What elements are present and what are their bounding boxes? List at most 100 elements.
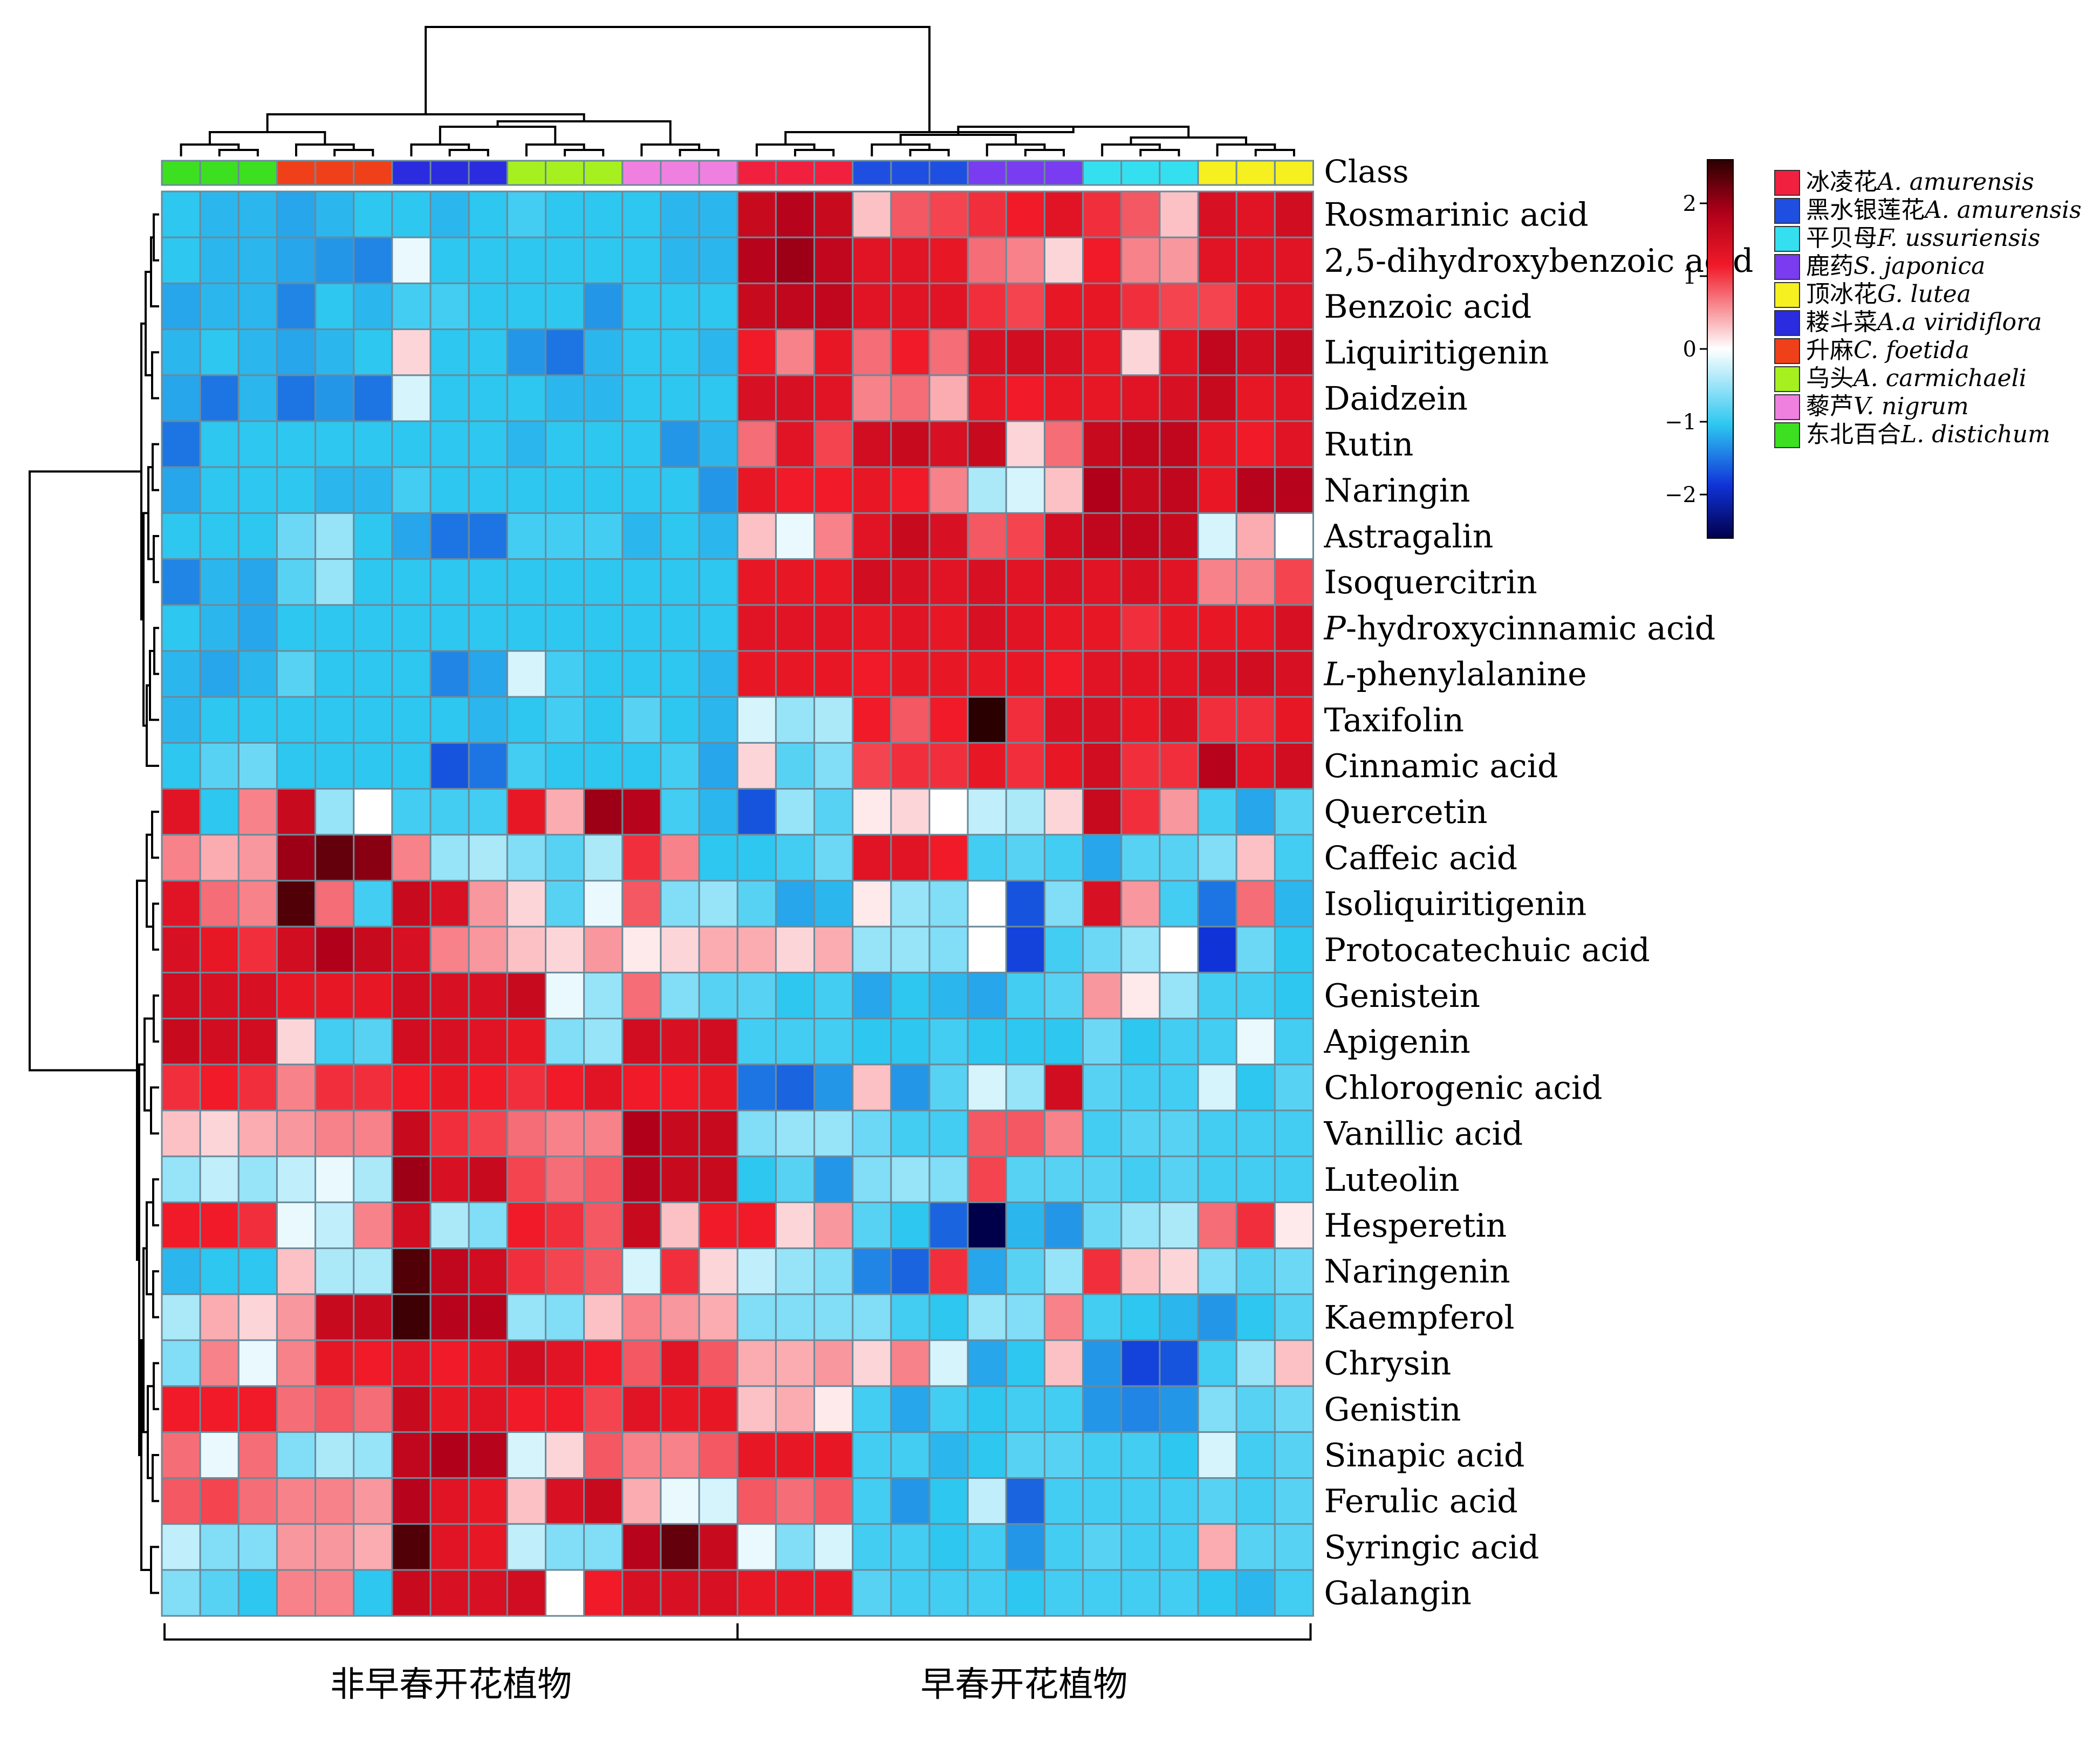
heatmap-cell <box>583 1201 624 1250</box>
heatmap-cell <box>1005 420 1045 468</box>
heatmap-cell <box>429 1247 470 1295</box>
heatmap-cell <box>1197 1339 1237 1387</box>
row-label: Isoliquiritigenin <box>1324 886 1587 923</box>
heatmap-cell <box>391 1018 432 1066</box>
class-cell <box>545 160 585 186</box>
heatmap-cell <box>1235 788 1276 836</box>
heatmap-cell <box>1005 1431 1045 1479</box>
heatmap-cell <box>1197 236 1237 284</box>
heatmap-cell <box>660 1569 700 1617</box>
heatmap-cell <box>1197 466 1237 514</box>
heatmap-cell <box>1274 1018 1315 1066</box>
heatmap-cell <box>736 1018 777 1066</box>
heatmap-cell <box>775 788 816 836</box>
class-cell <box>1043 160 1084 186</box>
heatmap-cell <box>775 1477 816 1525</box>
colorbar-tick-label: 1 <box>1683 264 1697 289</box>
heatmap-cell <box>660 880 700 928</box>
heatmap-cell <box>237 1018 278 1066</box>
heatmap-cell <box>199 374 240 422</box>
heatmap-cell <box>621 1018 662 1066</box>
heatmap-cell <box>890 1293 931 1341</box>
heatmap-cell <box>1120 1293 1161 1341</box>
heatmap-cell <box>660 1064 700 1112</box>
heatmap-cell <box>852 466 892 514</box>
heatmap-cell <box>506 512 546 560</box>
heatmap-cell <box>1005 1109 1045 1157</box>
class-cell <box>698 160 738 186</box>
heatmap-cell <box>698 604 738 652</box>
heatmap-cell <box>276 374 317 422</box>
colorbar-tick-label: −1 <box>1665 410 1697 435</box>
heatmap-cell <box>506 834 546 882</box>
heatmap-cell <box>199 512 240 560</box>
dendrogram-branch <box>152 1270 159 1319</box>
heatmap-cell <box>621 788 662 836</box>
heatmap-cell <box>1274 512 1315 560</box>
heatmap-cell <box>621 1523 662 1571</box>
heatmap-cell <box>698 466 738 514</box>
heatmap-cell <box>468 420 508 468</box>
heatmap-cell <box>391 971 432 1020</box>
heatmap-cell <box>1274 650 1315 698</box>
heatmap-cell <box>237 1385 278 1433</box>
class-cell <box>429 160 470 186</box>
heatmap-cell <box>1120 1155 1161 1203</box>
heatmap-cell <box>852 1247 892 1295</box>
class-cell <box>660 160 700 186</box>
heatmap-cell <box>237 420 278 468</box>
heatmap-cell <box>698 1339 738 1387</box>
heatmap-cell <box>1159 466 1199 514</box>
heatmap-cell <box>1043 742 1084 790</box>
heatmap-cell <box>545 1201 585 1250</box>
heatmap-cell <box>852 328 892 376</box>
heatmap-cell <box>813 1018 854 1066</box>
heatmap-cell <box>813 834 854 882</box>
heatmap-cell <box>1082 1431 1123 1479</box>
row-label: Genistin <box>1324 1391 1461 1429</box>
heatmap-cell <box>276 1569 317 1617</box>
heatmap-cell <box>775 282 816 331</box>
heatmap-cell <box>813 1109 854 1157</box>
heatmap-cell <box>353 1293 393 1341</box>
heatmap-cell <box>852 1064 892 1112</box>
heatmap-cell <box>353 1247 393 1295</box>
heatmap-cell <box>1120 1064 1161 1112</box>
heatmap-cell <box>736 604 777 652</box>
heatmap-cell <box>621 512 662 560</box>
heatmap-cell <box>276 650 317 698</box>
heatmap-cell <box>736 374 777 422</box>
heatmap-cell <box>660 1339 700 1387</box>
heatmap-cell <box>161 1431 201 1479</box>
heatmap-cell <box>775 925 816 973</box>
heatmap-cell <box>237 236 278 284</box>
heatmap-cell <box>698 925 738 973</box>
heatmap-cell <box>698 788 738 836</box>
heatmap-cell <box>660 742 700 790</box>
heatmap-cell <box>199 1155 240 1203</box>
heatmap-cell <box>1274 1201 1315 1250</box>
heatmap-cell <box>506 1477 546 1525</box>
heatmap-cell <box>928 328 969 376</box>
heatmap-cell <box>276 1201 317 1250</box>
heatmap-cell <box>890 1569 931 1617</box>
heatmap-cell <box>852 512 892 560</box>
heatmap-cell <box>775 236 816 284</box>
heatmap-cell <box>1159 1385 1199 1433</box>
heatmap-cell <box>391 420 432 468</box>
heatmap-cell <box>1043 925 1084 973</box>
heatmap-cell <box>1082 190 1123 238</box>
heatmap-cell <box>545 834 585 882</box>
heatmap-cell <box>1235 1339 1276 1387</box>
heatmap-cell <box>890 1385 931 1433</box>
heatmap-cell <box>391 1477 432 1525</box>
heatmap-cell <box>1235 604 1276 652</box>
heatmap-cell <box>237 282 278 331</box>
dendrogram-branch <box>448 149 489 156</box>
row-label: 2,5-dihydroxybenzoic acid <box>1324 242 1754 280</box>
heatmap-cell <box>237 1201 278 1250</box>
class-cell <box>621 160 662 186</box>
heatmap-cell <box>852 742 892 790</box>
heatmap-cell <box>1159 1155 1199 1203</box>
heatmap-cell <box>775 1339 816 1387</box>
